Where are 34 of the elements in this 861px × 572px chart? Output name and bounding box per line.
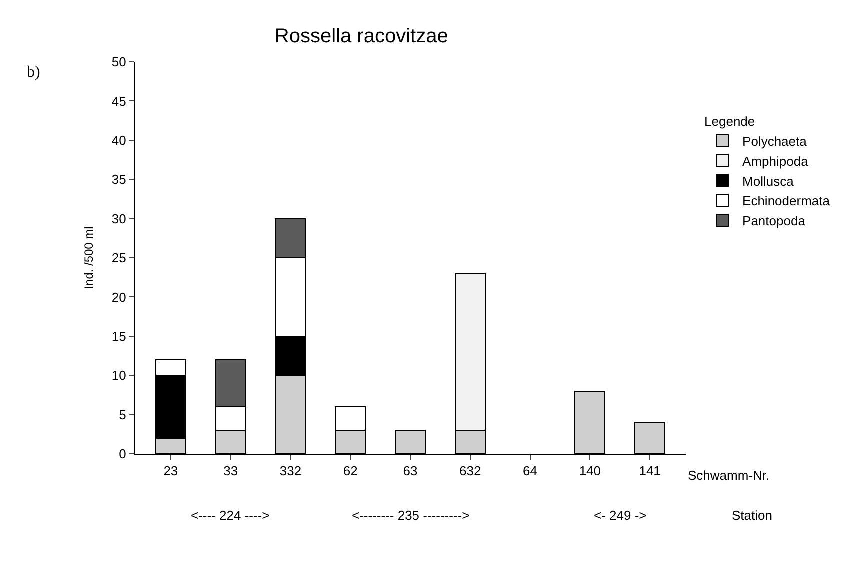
legend-label: Pantopoda [742, 214, 806, 229]
legend-title: Legende [704, 114, 756, 129]
y-tick-label: 15 [112, 328, 126, 344]
legend-label: Polychaeta [742, 134, 808, 149]
y-tick-label: 50 [112, 54, 126, 70]
text: b) [27, 64, 40, 81]
text: <-------- 235 ---------> [352, 508, 470, 523]
x-tick-label: 63 [403, 464, 418, 479]
y-tick-label: 5 [119, 407, 126, 422]
x-tick-label: 141 [639, 464, 661, 479]
x-tick-label: 332 [280, 464, 302, 479]
y-axis-title: Ind. /500 ml [82, 226, 96, 290]
x-tick-label: 64 [523, 464, 538, 479]
y-tick-label: 20 [112, 290, 126, 305]
x-tick-label: 23 [164, 464, 178, 479]
y-tick-label: 40 [112, 132, 126, 148]
text: <- 249 -> [594, 508, 647, 523]
y-tick-label: 35 [112, 172, 126, 188]
x-tick-label: 140 [579, 464, 602, 479]
legend-label: Mollusca [742, 174, 795, 189]
legend-label: Echinodermata [742, 194, 831, 209]
y-tick-label: 10 [112, 368, 126, 384]
x-tick-label: 632 [460, 464, 482, 479]
y-tick-label: 0 [119, 446, 126, 462]
text: <---- 224 ----> [191, 508, 270, 523]
legend-label: Amphipoda [742, 154, 810, 169]
y-tick-label: 25 [112, 250, 126, 266]
text: Schwamm-Nr. [688, 468, 770, 483]
x-tick-label: 33 [224, 464, 238, 479]
chart-title: Rossella racovitzae [274, 26, 448, 48]
text: Station [732, 508, 772, 523]
x-tick-label: 62 [343, 464, 358, 479]
y-tick-label: 45 [112, 94, 126, 109]
y-tick-label: 30 [112, 211, 126, 226]
